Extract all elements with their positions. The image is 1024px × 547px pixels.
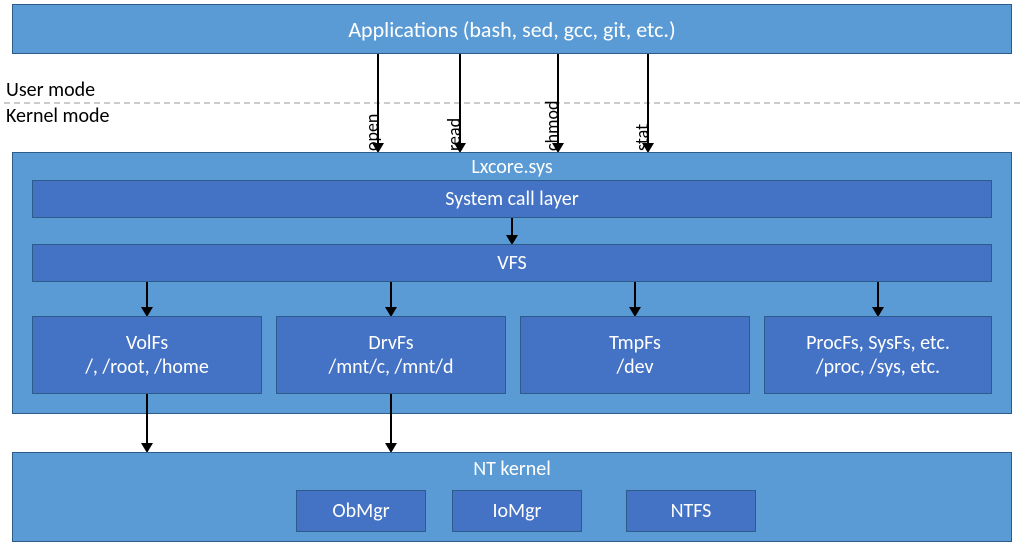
syscall-label-read: read <box>443 118 465 151</box>
tmpfs-name: TmpFs <box>609 331 661 355</box>
syscall-layer-box: System call layer <box>32 180 992 218</box>
kernel-mode-label: Kernel mode <box>6 104 110 128</box>
obmgr-label: ObMgr <box>332 499 389 523</box>
volfs-box: VolFs /, /root, /home <box>32 316 262 394</box>
lxcore-label: Lxcore.sys <box>471 155 552 179</box>
syscall-layer-label: System call layer <box>445 187 578 211</box>
ntfs-box: NTFS <box>626 490 756 532</box>
procfs-paths: /proc, /sys, etc. <box>816 355 940 379</box>
mode-divider <box>4 102 1020 104</box>
user-mode-label: User mode <box>6 78 95 102</box>
applications-box: Applications (bash, sed, gcc, git, etc.) <box>12 4 1012 54</box>
syscall-label-stat: stat <box>631 124 653 151</box>
vfs-label: VFS <box>497 251 526 275</box>
iomgr-label: IoMgr <box>492 499 541 523</box>
nt-kernel-label: NT kernel <box>473 457 551 481</box>
procfs-box: ProcFs, SysFs, etc. /proc, /sys, etc. <box>764 316 992 394</box>
syscall-label-chmod: chmod <box>541 101 563 151</box>
syscall-label-open: open <box>361 114 383 151</box>
applications-label: Applications (bash, sed, gcc, git, etc.) <box>348 16 675 43</box>
iomgr-box: IoMgr <box>452 490 582 532</box>
drvfs-paths: /mnt/c, /mnt/d <box>328 355 453 379</box>
vfs-box: VFS <box>32 244 992 282</box>
procfs-name: ProcFs, SysFs, etc. <box>806 331 950 355</box>
tmpfs-box: TmpFs /dev <box>520 316 750 394</box>
volfs-name: VolFs <box>126 331 168 355</box>
obmgr-box: ObMgr <box>296 490 426 532</box>
drvfs-name: DrvFs <box>368 331 413 355</box>
tmpfs-paths: /dev <box>616 355 653 379</box>
volfs-paths: /, /root, /home <box>85 355 209 379</box>
ntfs-label: NTFS <box>671 499 712 523</box>
drvfs-box: DrvFs /mnt/c, /mnt/d <box>276 316 506 394</box>
